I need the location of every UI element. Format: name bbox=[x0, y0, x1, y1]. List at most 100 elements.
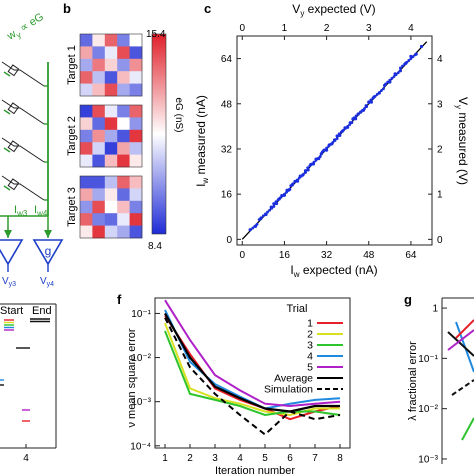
colorbar-max-label: 15.4 bbox=[146, 29, 166, 40]
y-tick-label: 10⁻¹ bbox=[418, 354, 438, 365]
scatter-point bbox=[304, 171, 307, 174]
heatmap-cell bbox=[104, 58, 118, 72]
scatter-point bbox=[297, 176, 301, 180]
top-tick-label: 3 bbox=[366, 23, 372, 34]
amplifier-triangle-4 bbox=[32, 239, 64, 266]
heatmap-cell bbox=[104, 213, 118, 226]
scatter-point bbox=[342, 128, 345, 132]
scatter-point bbox=[259, 216, 263, 220]
panel-letter-f: f bbox=[117, 292, 122, 307]
heatmap-cell bbox=[92, 117, 106, 131]
scatter-point bbox=[375, 92, 379, 96]
heatmap-cell bbox=[129, 71, 143, 84]
scatter-point bbox=[398, 69, 402, 73]
heatmap-cell bbox=[92, 188, 106, 202]
arrow-w4-icon bbox=[44, 230, 52, 238]
heatmap-cell bbox=[92, 83, 106, 97]
scatter-point bbox=[329, 142, 333, 146]
heatmap-group bbox=[79, 33, 143, 239]
heatmap-cell bbox=[92, 105, 106, 118]
y-tick-label: 10⁻³ bbox=[131, 397, 151, 408]
scatter-point bbox=[405, 60, 409, 64]
scatter-point bbox=[272, 205, 276, 208]
heatmap-cell bbox=[80, 117, 93, 131]
heatmap-cell bbox=[104, 71, 118, 84]
y-tick-label: 10⁻² bbox=[131, 353, 151, 364]
scatter-point bbox=[272, 202, 276, 206]
heatmap-cell bbox=[129, 142, 143, 155]
heatmap-cell bbox=[129, 188, 143, 202]
scatter-point bbox=[333, 139, 337, 142]
x-tick-label: 2 bbox=[187, 453, 193, 464]
right-tick-label: 1 bbox=[437, 190, 443, 201]
panel-f: f 1 2 3 4 5 6 7 810⁻⁴10⁻³10⁻²10⁻¹ Trial12345Ave… bbox=[117, 292, 351, 474]
heatmap-cell bbox=[104, 34, 118, 47]
scatter-point bbox=[346, 124, 350, 128]
g-axes: 10⁻³ 10⁻² 10⁻¹ 1 bbox=[418, 304, 447, 465]
plot-frame-c bbox=[236, 35, 433, 246]
scatter-point bbox=[268, 208, 272, 212]
x-tick-label: 6 bbox=[287, 453, 293, 464]
heatmap-cell bbox=[117, 200, 130, 214]
iw4-label: Iw4 bbox=[34, 204, 48, 218]
heatmap-cell bbox=[80, 58, 93, 72]
scatter-point bbox=[371, 96, 375, 100]
heatmap-cell bbox=[117, 58, 130, 72]
legend-entry-label: 4 bbox=[307, 351, 313, 363]
heatmap-cell bbox=[104, 200, 118, 214]
heatmap-cell bbox=[80, 105, 93, 118]
scatter-point bbox=[295, 178, 299, 182]
x-tick-label: 64 bbox=[405, 250, 417, 261]
heatmap-cell bbox=[117, 142, 130, 155]
scatter-point bbox=[352, 116, 356, 120]
heatmap-cell bbox=[129, 225, 143, 239]
y-tick-label: 1 bbox=[432, 304, 438, 315]
x-tick-label: 1 bbox=[162, 453, 168, 464]
panel-a: wy ∝ eG Iw3 Iw4 g Vy3 Vy4 bbox=[0, 11, 64, 288]
heatmap-cell bbox=[92, 46, 106, 60]
scatter-point bbox=[398, 66, 402, 70]
scatter-point bbox=[293, 180, 297, 184]
scatter-plot-area bbox=[241, 41, 428, 240]
heatmap-cell bbox=[80, 83, 93, 97]
heatmap-cell bbox=[129, 117, 143, 131]
heatmap-cell bbox=[80, 188, 93, 202]
panel-e: 4 Start End bbox=[0, 303, 57, 464]
heatmap-cell bbox=[80, 34, 93, 47]
heatmap-row-label: Target 2 bbox=[66, 116, 78, 156]
scatter-point bbox=[413, 53, 417, 57]
heatmap-cell bbox=[104, 129, 118, 143]
scatter-point bbox=[380, 89, 383, 93]
scatter-point bbox=[289, 184, 293, 188]
scatter-point bbox=[358, 110, 362, 114]
scatter-point bbox=[411, 55, 415, 59]
scatter-point bbox=[373, 94, 377, 98]
scatter-point bbox=[283, 192, 286, 196]
heatmap-cell bbox=[92, 58, 106, 72]
scatter-point bbox=[318, 155, 322, 158]
scatter-point bbox=[257, 218, 261, 221]
heatmap-cell bbox=[80, 176, 93, 189]
scatter-point bbox=[339, 130, 343, 134]
heatmap-cell bbox=[117, 117, 130, 131]
heatmap-row-labels: Target 1 Target 2 Target 3 bbox=[66, 45, 78, 227]
scatter-point bbox=[331, 140, 335, 144]
scatter-point bbox=[323, 148, 326, 152]
heatmap-cell bbox=[117, 154, 130, 168]
scatter-point bbox=[278, 196, 282, 200]
heatmap-cell bbox=[117, 225, 130, 239]
y-tick-label: 16 bbox=[221, 190, 233, 201]
scatter-point bbox=[248, 228, 252, 232]
scatter-point bbox=[335, 137, 339, 141]
scatter-point bbox=[310, 162, 314, 166]
scatter-point bbox=[325, 146, 328, 150]
scatter-point bbox=[270, 206, 274, 210]
heatmap-cell bbox=[92, 176, 106, 189]
heatmap-cell bbox=[117, 71, 130, 84]
scatter-point bbox=[407, 59, 411, 62]
heatmap-cell bbox=[92, 71, 106, 84]
legend-entry-label: 2 bbox=[307, 329, 313, 341]
heatmap-cell bbox=[104, 105, 118, 118]
resistor-chain-green bbox=[3, 71, 48, 201]
